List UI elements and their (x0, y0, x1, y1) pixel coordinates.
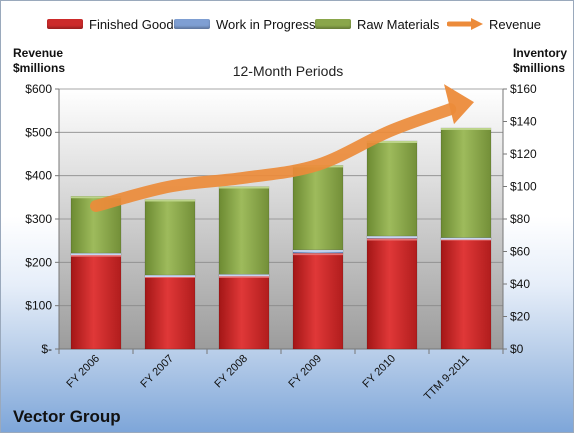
x-tick-label: FY 2010 (360, 353, 398, 391)
right-tick-label: $40 (510, 277, 530, 291)
right-axis-title-line-2: $millions (513, 61, 566, 75)
bar-top-work-in-progress (293, 249, 343, 252)
bar-finished-goods (292, 252, 344, 350)
bar-top-work-in-progress (145, 275, 195, 278)
left-tick-label: $500 (25, 125, 52, 139)
revenue-line (90, 103, 457, 212)
bar-raw-materials (292, 165, 344, 251)
x-tick-label: FY 2007 (138, 353, 176, 391)
bar-top-work-in-progress (71, 253, 121, 256)
bar-top-finished-goods (293, 253, 343, 256)
right-tick-label: $140 (510, 115, 537, 129)
bar-finished-goods (366, 238, 418, 350)
left-tick-label: $400 (25, 169, 52, 183)
left-tick-label: $- (41, 342, 52, 356)
left-axis-title: Revenue $millions (13, 46, 65, 76)
bar-top-finished-goods (367, 238, 417, 241)
revenue-arrow-icon (447, 18, 483, 30)
bar-finished-goods (70, 254, 122, 350)
right-tick-label: $0 (510, 342, 524, 356)
bar-top-work-in-progress (441, 237, 491, 240)
right-tick-label: $20 (510, 310, 530, 324)
left-axis-title-line-2: $millions (13, 61, 66, 75)
bar-raw-materials (366, 140, 418, 237)
x-tick-label: FY 2008 (212, 353, 250, 391)
chart-subtitle: 12-Month Periods (232, 63, 344, 79)
bar-top-raw-materials (441, 128, 491, 130)
bar-finished-goods (440, 238, 492, 350)
right-axis-title-line-1: Inventory (513, 46, 568, 60)
work-in-progress-swatch (174, 19, 210, 29)
bar-top-work-in-progress (367, 236, 417, 239)
bar-raw-materials (218, 186, 270, 275)
right-axis-title: Inventory $millions (513, 46, 567, 76)
right-tick-label: $80 (510, 212, 530, 226)
x-tick-label: FY 2009 (286, 353, 324, 391)
bar-finished-goods (218, 275, 270, 350)
left-tick-label: $600 (25, 82, 52, 96)
bar-top-raw-materials (145, 199, 195, 202)
legend-item-work-in-progress: Work in Progress (174, 15, 315, 33)
bar-raw-materials (440, 127, 492, 238)
finished-goods-swatch (47, 19, 83, 29)
company-name: Vector Group (13, 407, 121, 426)
legend-item-revenue: Revenue (447, 15, 541, 33)
bar-finished-goods (144, 275, 196, 350)
left-tick-label: $200 (25, 255, 52, 269)
left-tick-label: $300 (25, 212, 52, 226)
right-tick-label: $160 (510, 82, 537, 96)
x-tick-label: TTM 9-2011 (422, 353, 472, 403)
legend-label: Revenue (489, 16, 542, 32)
legend-label: Work in Progress (216, 16, 316, 32)
legend-item-finished-goods: Finished Goods (47, 15, 180, 33)
bar-top-raw-materials (71, 196, 121, 199)
revenue-arrowhead (444, 84, 474, 125)
x-tick-label: FY 2006 (64, 353, 102, 391)
bar-top-finished-goods (71, 254, 121, 257)
bar-top-raw-materials (219, 186, 269, 189)
legend-label: Raw Materials (357, 16, 440, 32)
bar-top-raw-materials (367, 141, 417, 143)
bar-top-work-in-progress (219, 274, 269, 277)
right-tick-label: $60 (510, 245, 530, 259)
legend-label: Finished Goods (89, 16, 181, 32)
right-tick-label: $120 (510, 147, 537, 161)
bar-top-finished-goods (219, 275, 269, 278)
legend-item-raw-materials: Raw Materials (315, 15, 439, 33)
bar-raw-materials (144, 199, 196, 276)
left-tick-label: $100 (25, 299, 52, 313)
right-tick-label: $100 (510, 180, 537, 194)
raw-materials-swatch (315, 19, 351, 29)
left-axis-title-line-1: Revenue (13, 46, 64, 60)
